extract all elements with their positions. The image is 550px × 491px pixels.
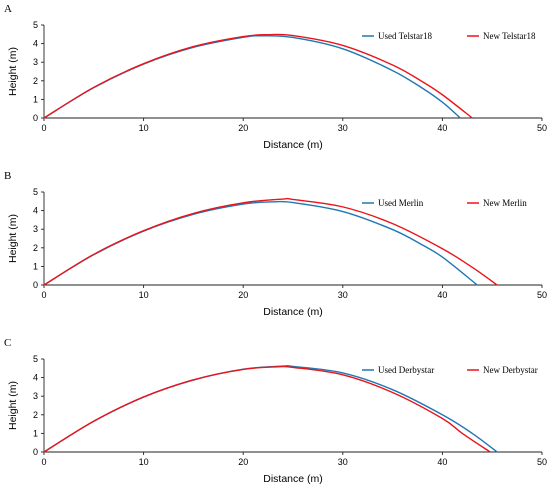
x-tick-label: 30 xyxy=(338,290,348,300)
y-tick-label: 2 xyxy=(33,243,38,253)
x-axis-title: Distance (m) xyxy=(263,306,323,318)
x-tick-label: 20 xyxy=(238,457,248,467)
x-tick-label: 30 xyxy=(338,457,348,467)
y-tick-label: 5 xyxy=(33,354,38,364)
y-tick-label: 4 xyxy=(33,39,38,49)
legend-label: New Merlin xyxy=(483,198,527,208)
y-tick-label: 0 xyxy=(33,280,38,290)
x-tick-label: 50 xyxy=(537,290,547,300)
series-line-used xyxy=(43,200,478,286)
chart-panel-b: B 0 10 20 30 40 50 0 1 2 3 4 5 Distance (m) Height (m)… xyxy=(4,170,547,318)
y-tick-label: 3 xyxy=(33,224,38,234)
x-tick-label: 40 xyxy=(437,290,447,300)
series-line-new xyxy=(43,365,491,453)
legend-label: Used Derbystar xyxy=(378,365,434,375)
chart-panel-c: C 0 10 20 30 40 50 0 1 2 3 4 5 Distance (m) Height (m)… xyxy=(4,337,547,485)
y-tick-label: 1 xyxy=(33,261,38,271)
legend-label: Used Merlin xyxy=(378,198,424,208)
x-tick-label: 50 xyxy=(537,457,547,467)
y-tick-label: 0 xyxy=(33,113,38,123)
legend-label: New Telstar18 xyxy=(483,31,536,41)
x-tick-label: 0 xyxy=(41,123,46,133)
x-tick-label: 40 xyxy=(437,457,447,467)
x-axis-title: Distance (m) xyxy=(263,139,323,151)
y-tick-label: 0 xyxy=(33,447,38,457)
x-tick-label: 10 xyxy=(139,457,149,467)
legend-label: New Derbystar xyxy=(483,365,538,375)
x-tick-label: 0 xyxy=(41,290,46,300)
panel-letter: B xyxy=(4,170,11,182)
y-tick-label: 2 xyxy=(33,76,38,86)
x-tick-label: 30 xyxy=(338,123,348,133)
series-line-new xyxy=(43,33,473,119)
panel-letter: C xyxy=(4,337,11,349)
y-tick-label: 3 xyxy=(33,391,38,401)
y-tick-label: 3 xyxy=(33,57,38,67)
y-tick-label: 4 xyxy=(33,373,38,383)
legend-label: Used Telstar18 xyxy=(378,31,432,41)
x-tick-label: 40 xyxy=(437,123,447,133)
y-axis-title: Height (m) xyxy=(7,47,19,96)
y-tick-label: 2 xyxy=(33,410,38,420)
x-tick-label: 10 xyxy=(139,290,149,300)
x-tick-label: 50 xyxy=(537,123,547,133)
x-tick-label: 20 xyxy=(238,123,248,133)
x-tick-label: 20 xyxy=(238,290,248,300)
y-tick-label: 1 xyxy=(33,94,38,104)
chart-panel-a: A 0 10 20 30 40 50 0 1 2 3 4 5 Distance (m) Height (m)… xyxy=(4,3,547,151)
y-tick-label: 4 xyxy=(33,206,38,216)
y-tick-label: 5 xyxy=(33,20,38,30)
x-tick-label: 0 xyxy=(41,457,46,467)
y-tick-label: 1 xyxy=(33,428,38,438)
panel-letter: A xyxy=(4,3,12,15)
series-line-new xyxy=(43,197,498,286)
series-line-used xyxy=(43,364,498,453)
y-tick-label: 5 xyxy=(33,187,38,197)
y-axis-title: Height (m) xyxy=(7,214,19,263)
series-line-used xyxy=(43,35,461,119)
y-axis-title: Height (m) xyxy=(7,381,19,430)
x-axis-title: Distance (m) xyxy=(263,473,323,485)
x-tick-label: 10 xyxy=(139,123,149,133)
